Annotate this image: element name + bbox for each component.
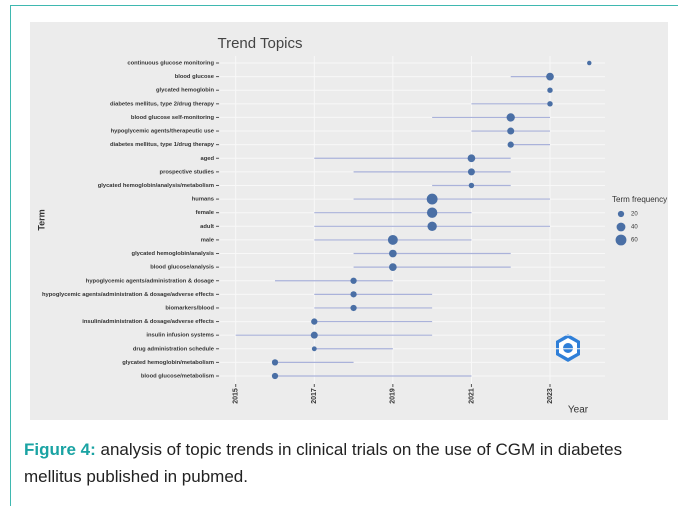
term-dot <box>546 72 554 81</box>
y-tick-label: diabetes mellitus, type 2/drug therapy <box>110 101 215 107</box>
y-tick-label: insulin/administration & dosage/adverse … <box>82 319 214 325</box>
y-tick-label: insulin infusion systems <box>146 333 214 339</box>
legend-dot <box>615 234 627 246</box>
term-dot <box>467 154 476 163</box>
x-tick-label: 2015 <box>233 388 240 404</box>
chart-title: Trend Topics <box>217 35 302 52</box>
term-dot <box>587 60 592 66</box>
x-axis-label: Year <box>568 405 589 416</box>
legend-title: Term frequency <box>612 195 667 204</box>
legend-dot <box>616 222 626 232</box>
y-tick-label: hypoglycemic agents/therapeutic use <box>111 129 215 135</box>
y-tick-label: glycated hemoglobin/metabolism <box>122 360 214 366</box>
legend-label: 60 <box>631 238 638 244</box>
legend-label: 40 <box>631 225 638 231</box>
term-dot <box>271 372 279 380</box>
term-dot <box>507 141 514 148</box>
term-dot <box>467 168 475 176</box>
caption-label: Figure 4: <box>24 440 96 459</box>
term-dot <box>547 87 553 93</box>
term-dot <box>350 291 357 298</box>
x-tick-label: 2019 <box>390 388 397 404</box>
term-dot <box>311 318 318 325</box>
term-dot <box>507 127 515 135</box>
x-tick-label: 2021 <box>468 388 475 404</box>
y-tick-label: drug administration schedule <box>133 346 215 352</box>
x-tick-label: 2017 <box>311 388 318 404</box>
term-dot <box>426 207 438 218</box>
caption-text: analysis of topic trends in clinical tri… <box>24 440 623 486</box>
y-tick-label: adult <box>200 224 214 230</box>
y-tick-label: blood glucose/analysis <box>150 265 214 271</box>
term-dot <box>271 359 279 366</box>
term-dot <box>310 331 318 339</box>
logo-icon <box>556 334 580 362</box>
y-tick-label: hypoglycemic agents/administration & dos… <box>86 278 215 284</box>
term-dot <box>389 263 397 271</box>
y-tick-label: blood glucose self-monitoring <box>131 115 215 121</box>
term-dot <box>547 101 553 107</box>
y-tick-label: female <box>196 210 215 216</box>
y-tick-label: male <box>201 237 215 243</box>
y-tick-label: continuous glucose monitoring <box>127 61 214 67</box>
legend-label: 20 <box>631 212 638 218</box>
term-dot <box>350 304 357 312</box>
y-axis-label: Term <box>36 209 46 230</box>
y-tick-label: biomarkers/blood <box>165 305 214 311</box>
y-tick-label: aged <box>200 156 214 162</box>
caption: Figure 4: analysis of topic trends in cl… <box>24 436 674 490</box>
term-dot <box>468 182 475 189</box>
term-dot <box>311 346 317 352</box>
term-dot <box>389 249 397 258</box>
y-tick-label: hypoglycemic agents/administration & dos… <box>42 292 214 298</box>
term-dot <box>427 221 437 232</box>
y-tick-label: blood glucose/metabolism <box>141 374 214 380</box>
y-tick-label: diabetes mellitus, type 1/drug therapy <box>110 142 215 148</box>
y-tick-label: humans <box>192 197 214 203</box>
term-dot <box>506 113 515 122</box>
term-dot <box>426 193 438 205</box>
y-tick-label: blood glucose <box>175 74 215 80</box>
x-tick-label: 2023 <box>547 388 554 404</box>
y-tick-label: glycated hemoglobin <box>156 88 214 94</box>
y-tick-label: prospective studies <box>160 169 214 175</box>
legend-dot <box>617 210 625 218</box>
y-tick-label: glycated hemoglobin/analysis/metabolism <box>98 183 214 189</box>
term-dot <box>350 277 357 284</box>
chart: Trend Topics Term Year Term frequency 20… <box>30 22 668 420</box>
y-tick-label: glycated hemoglobin/analysis <box>132 251 214 257</box>
figure-frame <box>10 5 678 506</box>
term-dot <box>387 234 398 245</box>
